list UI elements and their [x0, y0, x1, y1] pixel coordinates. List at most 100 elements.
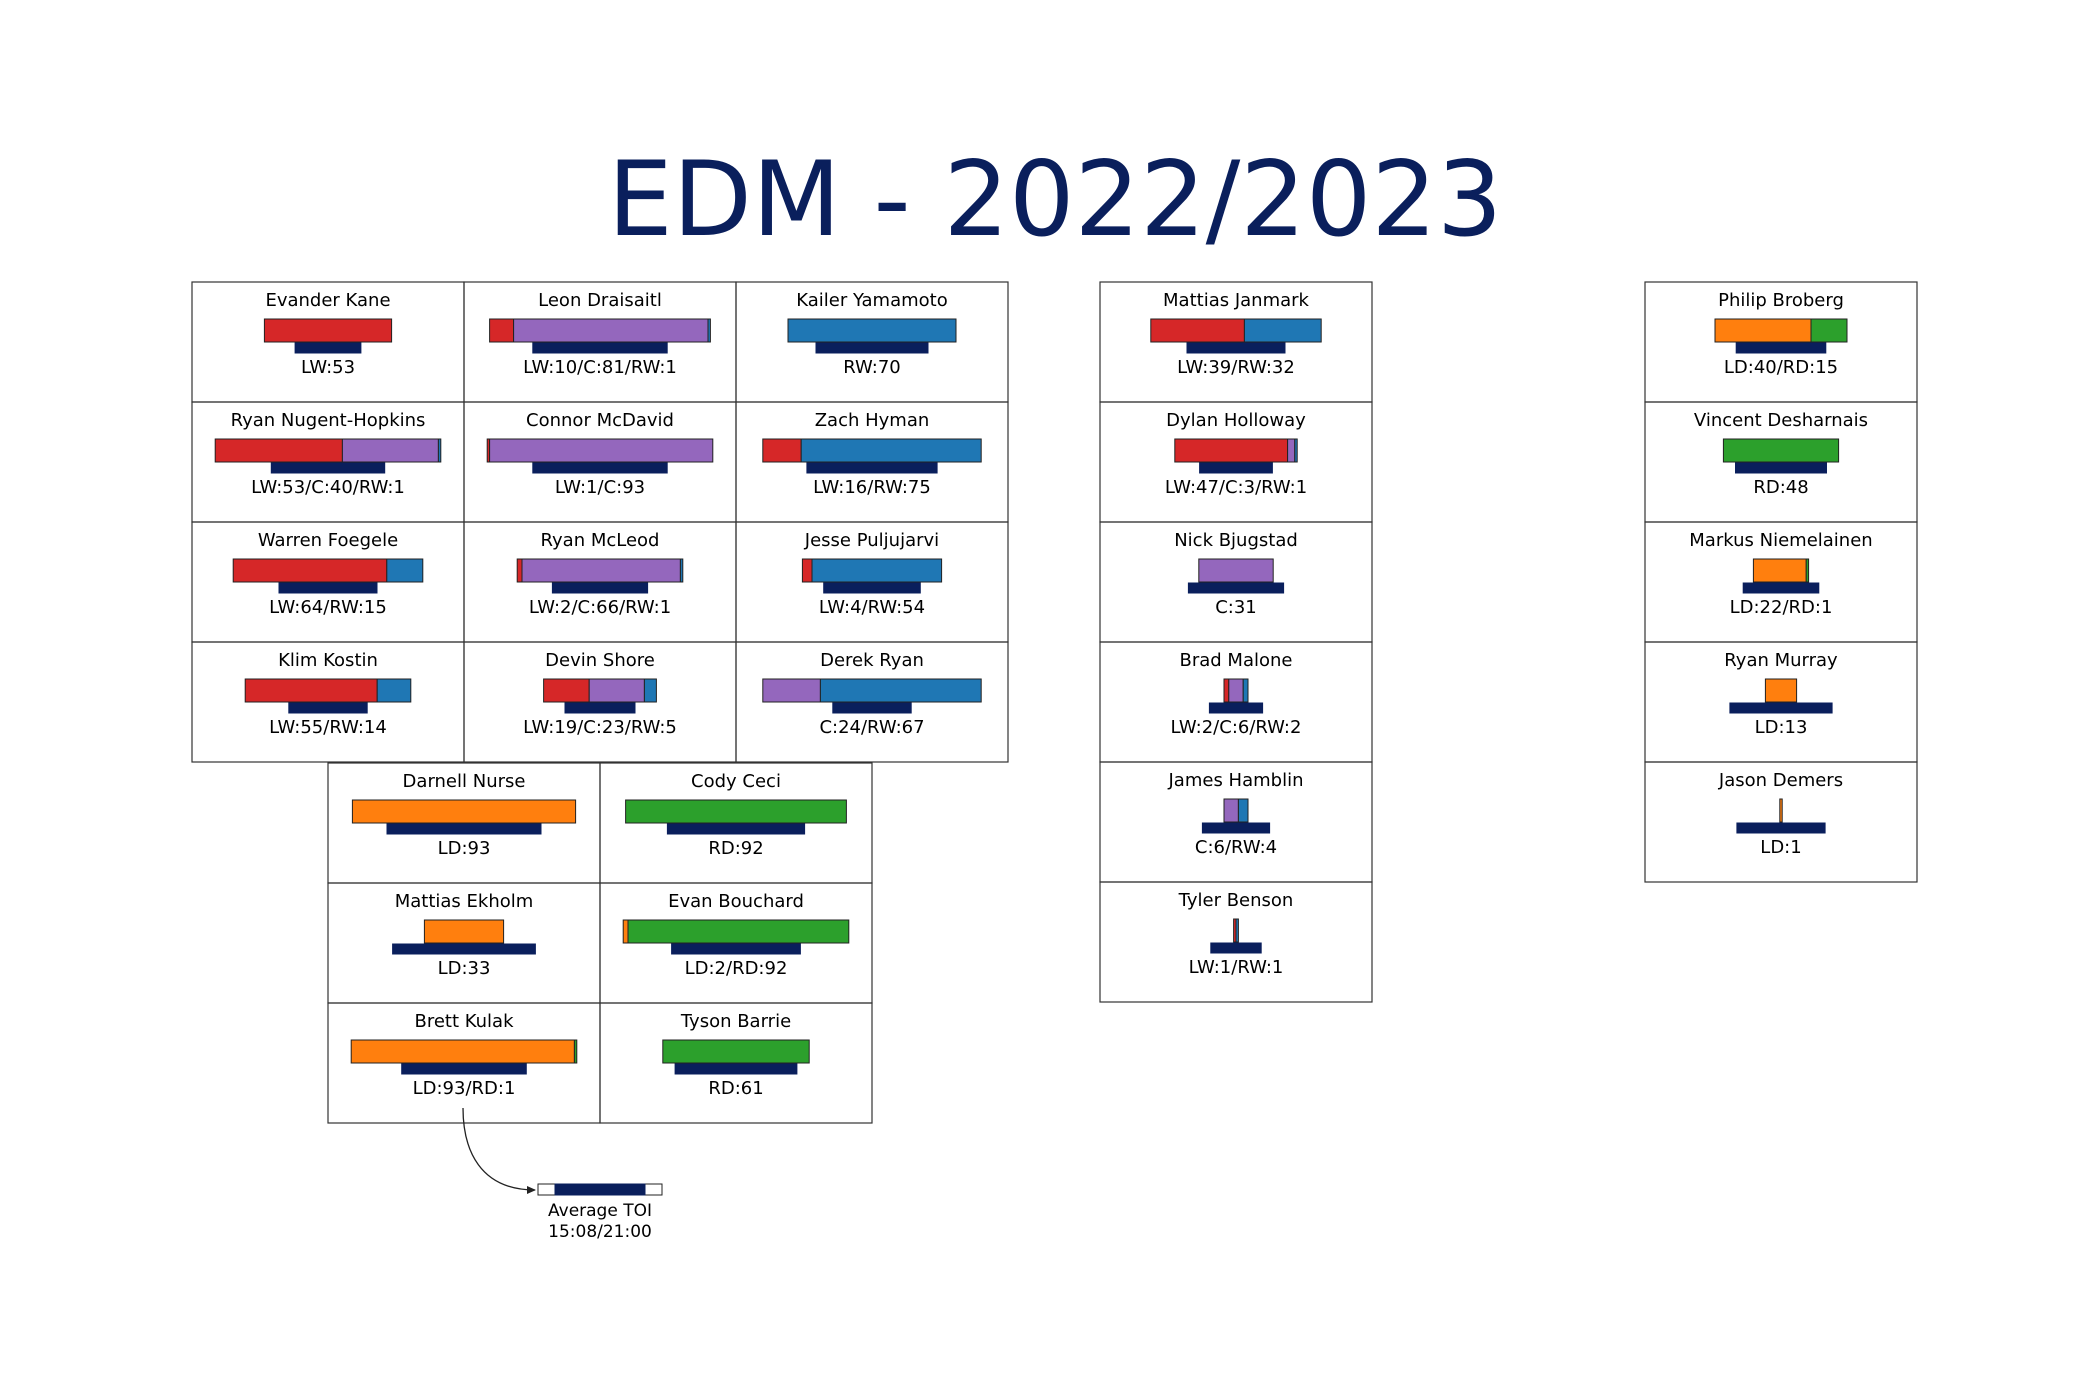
player-name: Ryan Murray: [1724, 650, 1838, 671]
bar-segment-c: [1223, 798, 1239, 823]
position-games-label: LD:40/RD:15: [1724, 357, 1838, 378]
toi-bar: [532, 342, 668, 354]
toi-bar: [386, 823, 542, 835]
bar-segment-lw: [214, 438, 343, 463]
player-cell: Devin Shore LW:19/C:23/RW:5: [463, 641, 737, 763]
toi-bar: [294, 342, 362, 354]
player-name: Darnell Nurse: [403, 771, 526, 792]
position-games-label: C:31: [1215, 597, 1257, 618]
bar-segment-rd: [625, 799, 847, 824]
player-name: Mattias Janmark: [1163, 290, 1310, 311]
bar-segment-c: [588, 678, 645, 703]
position-games-label: LW:10/C:81/RW:1: [523, 357, 677, 378]
bar-segment-rd: [662, 1039, 810, 1064]
bar-segment-rw: [800, 438, 982, 463]
player-name: Kailer Yamamoto: [796, 290, 947, 311]
cell-border: [1644, 761, 1918, 883]
bar-segment-ld: [350, 1039, 575, 1064]
position-games-label: RD:48: [1753, 477, 1808, 498]
bar-segment-ld: [622, 919, 629, 944]
player-name: Jesse Puljujarvi: [804, 530, 939, 551]
player-cell: Jesse Puljujarvi LW:4/RW:54: [735, 521, 1009, 643]
player-name: Tyson Barrie: [680, 1011, 791, 1032]
player-name: Philip Broberg: [1718, 290, 1844, 311]
position-games-label: LW:2/C:66/RW:1: [529, 597, 671, 618]
bar-segment-rd: [1810, 318, 1848, 343]
bar-segment-rw: [707, 318, 711, 343]
player-name: Connor McDavid: [526, 410, 674, 431]
bar-segment-rw: [1243, 318, 1322, 343]
position-games-label: LW:53/C:40/RW:1: [251, 477, 405, 498]
position-games-label: LW:1/C:93: [555, 477, 645, 498]
player-name: Warren Foegele: [258, 530, 398, 551]
legend-arrowhead: [527, 1186, 536, 1194]
toi-bar: [815, 342, 929, 354]
position-games-label: LD:22/RD:1: [1730, 597, 1833, 618]
player-cell: Zach Hyman LW:16/RW:75: [735, 401, 1009, 523]
bar-segment-c: [1287, 438, 1296, 463]
toi-bar: [288, 702, 368, 714]
player-name: Nick Bjugstad: [1174, 530, 1298, 551]
position-games-label: LW:47/C:3/RW:1: [1165, 477, 1307, 498]
player-cell: Tyler Benson LW:1/RW:1: [1099, 881, 1373, 1003]
bar-segment-c: [521, 558, 681, 583]
toi-bar: [551, 582, 649, 594]
position-games-label: C:24/RW:67: [819, 717, 924, 738]
toi-bar: [1210, 942, 1262, 954]
legend-label: Average TOI: [548, 1201, 652, 1221]
player-name: Leon Draisaitl: [538, 290, 662, 311]
toi-bar: [401, 1063, 527, 1075]
toi-bar: [806, 462, 938, 474]
position-games-label: LD:93/RD:1: [413, 1078, 516, 1099]
bar-segment-rw: [437, 438, 442, 463]
player-cell: Dylan Holloway LW:47/C:3/RW:1: [1099, 401, 1373, 523]
bar-segment-rd: [1722, 438, 1840, 463]
position-games-label: LW:64/RW:15: [269, 597, 387, 618]
player-name: Jason Demers: [1718, 770, 1843, 791]
bar-segment-lw: [489, 318, 515, 343]
bar-segment-c: [489, 438, 714, 463]
toi-bar: [666, 823, 806, 835]
bar-segment-lw: [1174, 438, 1289, 463]
player-cell: Evander Kane LW:53: [191, 281, 465, 403]
player-cell: Derek Ryan C:24/RW:67: [735, 641, 1009, 763]
toi-bar: [1742, 582, 1820, 594]
bar-segment-rd: [1805, 558, 1810, 583]
bar-segment-ld: [423, 919, 505, 944]
player-cell: Ryan Nugent-Hopkins LW:53/C:40/RW:1: [191, 401, 465, 523]
bar-segment-lw: [244, 678, 378, 703]
position-games-label: LD:2/RD:92: [685, 958, 788, 979]
toi-bar: [1187, 582, 1285, 594]
toi-bar: [823, 582, 921, 594]
bar-segment-rw: [1237, 798, 1249, 823]
position-games-label: LW:55/RW:14: [269, 717, 387, 738]
position-games-label: LD:13: [1755, 717, 1808, 738]
toi-bar: [270, 462, 386, 474]
bar-segment-c: [513, 318, 709, 343]
position-games-label: LD:33: [438, 958, 491, 979]
player-cell: James Hamblin C:6/RW:4: [1099, 761, 1373, 883]
chart-title: EDM - 2022/2023: [608, 140, 1503, 260]
toi-bar: [1735, 342, 1827, 354]
position-games-label: C:6/RW:4: [1195, 837, 1277, 858]
toi-bar: [1208, 702, 1264, 714]
position-games-label: LW:53: [301, 357, 355, 378]
cell-border: [1099, 881, 1373, 1003]
player-cell: Warren Foegele LW:64/RW:15: [191, 521, 465, 643]
bar-segment-lw: [516, 558, 523, 583]
bar-segment-lw: [543, 678, 590, 703]
player-cell: Mattias Janmark LW:39/RW:32: [1099, 281, 1373, 403]
bar-segment-c: [1228, 678, 1244, 703]
position-games-label: LW:1/RW:1: [1189, 957, 1284, 978]
player-cell: Cody Ceci RD:92: [599, 762, 873, 884]
player-name: Markus Niemelainen: [1689, 530, 1872, 551]
player-name: Tyler Benson: [1178, 890, 1294, 911]
legend-range: 15:08/21:00: [548, 1222, 652, 1242]
bar-segment-rw: [376, 678, 412, 703]
player-name: Dylan Holloway: [1166, 410, 1306, 431]
player-name: Derek Ryan: [820, 650, 924, 671]
bar-segment-rd: [573, 1039, 578, 1064]
position-games-label: LW:2/C:6/RW:2: [1171, 717, 1302, 738]
defense-main-grid: Darnell Nurse LD:93 Cody Ceci RD:92 Mattias …: [327, 762, 873, 1124]
toi-bar: [1201, 822, 1271, 834]
